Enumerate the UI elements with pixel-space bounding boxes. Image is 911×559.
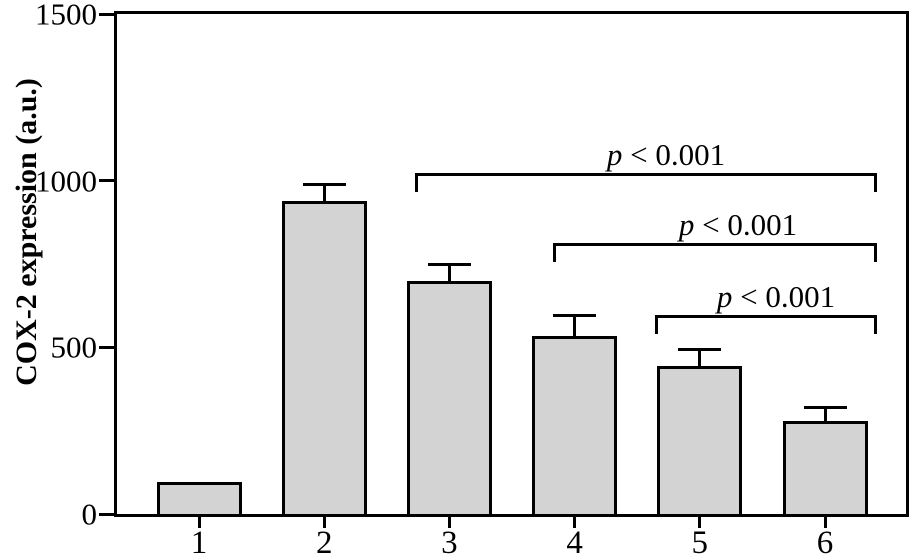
x-tick-label-3: 3 [441, 525, 458, 559]
p-symbol: p [716, 279, 733, 314]
significance-bracket-2: p < 0.001 [553, 209, 877, 262]
x-tick-3 [447, 517, 451, 528]
error-bar-cap-2 [302, 182, 346, 186]
bar-category-2 [281, 200, 367, 517]
error-bar-cap-3 [427, 262, 471, 266]
error-bar-cap-6 [803, 405, 847, 409]
x-tick-2 [322, 517, 326, 528]
bar-category-5 [657, 365, 743, 517]
error-bar-stem-5 [698, 349, 702, 366]
p-value-label-1: p < 0.001 [607, 139, 725, 170]
p-threshold: < 0.001 [732, 279, 836, 314]
bar-category-4 [532, 335, 618, 517]
p-threshold: < 0.001 [622, 137, 726, 172]
x-tick-4 [573, 517, 577, 528]
error-bar-cap-4 [553, 314, 597, 318]
y-tick-label-0: 0 [81, 496, 98, 532]
x-tick-label-2: 2 [315, 525, 333, 559]
x-tick-label-1: 1 [190, 525, 208, 559]
error-bar-stem-2 [322, 184, 326, 201]
error-bar-stem-4 [573, 315, 577, 336]
y-tick-label-1000: 1000 [35, 163, 97, 199]
error-bar-cap-5 [678, 347, 722, 351]
p-symbol: p [678, 207, 695, 242]
p-value-label-3: p < 0.001 [717, 281, 835, 312]
significance-bracket-1: p < 0.001 [415, 139, 877, 192]
x-tick-label-4: 4 [566, 525, 583, 559]
y-tick-0 [99, 512, 114, 516]
bar-category-1 [156, 482, 242, 517]
bar-category-3 [406, 280, 492, 517]
x-tick-label-5: 5 [691, 525, 709, 559]
p-value-label-2: p < 0.001 [679, 209, 797, 240]
x-tick-label-6: 6 [816, 525, 834, 559]
p-threshold: < 0.001 [694, 207, 798, 242]
y-tick-1000 [99, 179, 114, 183]
y-tick-1500 [99, 12, 114, 16]
error-bar-stem-3 [447, 264, 451, 281]
y-tick-label-1500: 1500 [35, 0, 97, 32]
bar-category-6 [782, 420, 868, 517]
plot-area: p < 0.001 p < 0.001 p < 0.001 [114, 11, 909, 517]
x-tick-5 [698, 517, 702, 528]
error-bar-stem-6 [823, 407, 827, 421]
significance-bracket-3: p < 0.001 [655, 281, 877, 334]
y-tick-500 [99, 345, 114, 349]
y-axis-title: COX-2 expression (a.u.) [10, 78, 43, 386]
x-tick-6 [823, 517, 827, 528]
x-tick-1 [197, 517, 201, 528]
y-tick-label-500: 500 [50, 329, 98, 365]
p-symbol: p [606, 137, 623, 172]
